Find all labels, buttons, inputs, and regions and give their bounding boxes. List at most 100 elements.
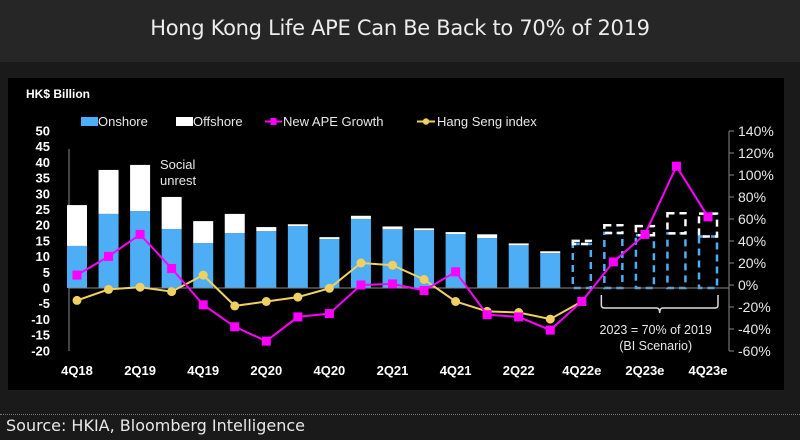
bar-onshore-estimate xyxy=(634,233,656,290)
new-ape-growth-point xyxy=(198,300,208,310)
new-ape-growth-point xyxy=(671,161,681,171)
legend-marker-new-ape-growth xyxy=(270,118,277,125)
bar-offshore xyxy=(445,232,466,234)
new-ape-growth-point xyxy=(514,312,524,322)
x-axis-tick-label: 2Q23e xyxy=(625,363,664,378)
x-axis-tick-label: 2Q20 xyxy=(250,363,282,378)
bar-onshore xyxy=(161,228,182,288)
bar-offshore xyxy=(98,169,119,214)
hang-seng-point xyxy=(167,287,177,297)
bar-onshore xyxy=(224,233,245,288)
new-ape-growth-point xyxy=(703,212,713,222)
bar-onshore-estimate xyxy=(697,235,719,290)
legend-label-offshore: Offshore xyxy=(193,114,243,129)
hang-seng-point xyxy=(356,258,366,268)
bar-offshore xyxy=(319,237,340,240)
x-axis-tick-label: 4Q19 xyxy=(187,363,219,378)
annotation-2023-scenario-line2: (BI Scenario) xyxy=(619,339,692,353)
title-bar: Hong Kong Life APE Can Be Back to 70% of… xyxy=(0,0,800,62)
plot-panel: HK$ Billion Onshore Offshore New APE Gro… xyxy=(8,78,784,390)
x-axis-tick-label: 2Q19 xyxy=(124,363,156,378)
hang-seng-point xyxy=(135,282,145,292)
hang-seng-point xyxy=(324,283,334,293)
x-axis: 4Q18 2Q19 4Q19 2Q20 4Q20 2Q21 4Q21 2Q22 4Q22e 2Q2… xyxy=(61,363,727,378)
right-axis-tick-label: 20% xyxy=(738,255,766,271)
new-ape-growth-point xyxy=(356,280,366,290)
bar-onshore xyxy=(350,218,371,288)
new-ape-growth-point xyxy=(230,322,240,332)
bar-offshore xyxy=(540,251,561,254)
source-divider xyxy=(0,414,800,415)
bar-offshore xyxy=(350,215,371,219)
hang-seng-point xyxy=(261,297,271,306)
chart: HK$ Billion Onshore Offshore New APE Gro… xyxy=(26,87,774,378)
left-axis-tick-label: -15 xyxy=(31,328,50,343)
new-ape-growth-point xyxy=(451,267,461,277)
left-axis-tick-label: 45 xyxy=(36,139,50,154)
bar-offshore xyxy=(414,228,435,231)
legend-swatch-onshore xyxy=(81,117,98,126)
lines xyxy=(72,161,713,346)
left-axis-unit-label: HK$ Billion xyxy=(26,87,90,101)
left-axis-tick-label: -10 xyxy=(31,312,50,327)
hang-seng-point xyxy=(545,314,555,324)
bar-onshore xyxy=(98,213,119,288)
bar-onshore xyxy=(256,231,277,288)
legend-swatch-offshore xyxy=(176,117,193,126)
left-axis-tick-label: 30 xyxy=(36,186,50,201)
hang-seng-point xyxy=(388,260,397,270)
bars xyxy=(67,164,719,290)
right-axis-tick-label: 100% xyxy=(738,167,774,183)
left-axis-tick-label: 20 xyxy=(36,218,50,233)
bar-onshore xyxy=(382,229,403,288)
hang-seng-point xyxy=(419,275,429,284)
bar-onshore xyxy=(67,245,87,288)
bar-offshore xyxy=(130,164,151,212)
x-axis-tick-label: 4Q22e xyxy=(562,363,601,378)
left-axis-tick-label: -5 xyxy=(38,296,50,311)
bar-offshore xyxy=(477,234,498,239)
legend-label-new-ape-growth: New APE Growth xyxy=(283,114,383,129)
annotation-social-unrest-line1: Social xyxy=(160,157,196,172)
right-axis: 140% 120% 100% 80% 60% 40% 20% 0% -20% -40% -60% xyxy=(728,123,774,359)
bar-offshore-estimate xyxy=(571,239,593,246)
right-axis-tick-label: -60% xyxy=(738,343,771,359)
x-axis-tick-label: 4Q21 xyxy=(440,363,472,378)
hang-seng-point xyxy=(72,295,82,305)
new-ape-growth-point xyxy=(72,270,82,280)
bar-offshore-estimate xyxy=(603,223,624,235)
new-ape-growth-point xyxy=(388,279,397,289)
new-ape-growth-point xyxy=(419,286,429,295)
bar-offshore xyxy=(224,213,245,234)
x-axis-tick-label: 2Q22 xyxy=(503,363,535,378)
bar-onshore xyxy=(319,239,340,288)
left-axis-tick-label: 40 xyxy=(36,155,50,170)
bar-offshore xyxy=(508,243,529,246)
right-axis-tick-label: 0% xyxy=(738,277,758,293)
bar-offshore xyxy=(67,205,87,246)
bar-onshore-estimate xyxy=(666,232,687,290)
new-ape-growth-point xyxy=(608,257,618,267)
right-axis-tick-label: 60% xyxy=(738,211,766,227)
new-ape-growth-point xyxy=(545,325,555,335)
x-axis-tick-label: 4Q20 xyxy=(313,363,345,378)
bar-onshore-estimate xyxy=(571,242,593,290)
right-axis-tick-label: 80% xyxy=(738,189,766,205)
new-ape-growth-point xyxy=(640,229,650,239)
new-ape-growth-point xyxy=(324,309,334,319)
legend-label-onshore: Onshore xyxy=(98,114,148,129)
new-ape-growth-point xyxy=(261,336,271,346)
legend-label-hang-seng: Hang Seng index xyxy=(437,114,537,129)
hang-seng-point xyxy=(451,297,461,306)
bar-onshore xyxy=(287,226,308,288)
bar-onshore xyxy=(540,253,561,288)
bar-offshore-estimate xyxy=(666,212,687,235)
hang-seng-point xyxy=(230,301,240,311)
right-axis-tick-label: -40% xyxy=(738,321,771,337)
x-axis-tick-label: 4Q18 xyxy=(61,363,93,378)
annotations: Social unrest 2023 = 70% of 2019 (BI Sce… xyxy=(160,157,719,353)
legend: Onshore Offshore New APE Growth Hang Sen… xyxy=(81,114,537,129)
bar-onshore xyxy=(477,238,498,288)
left-axis-tick-label: -20 xyxy=(31,343,50,358)
